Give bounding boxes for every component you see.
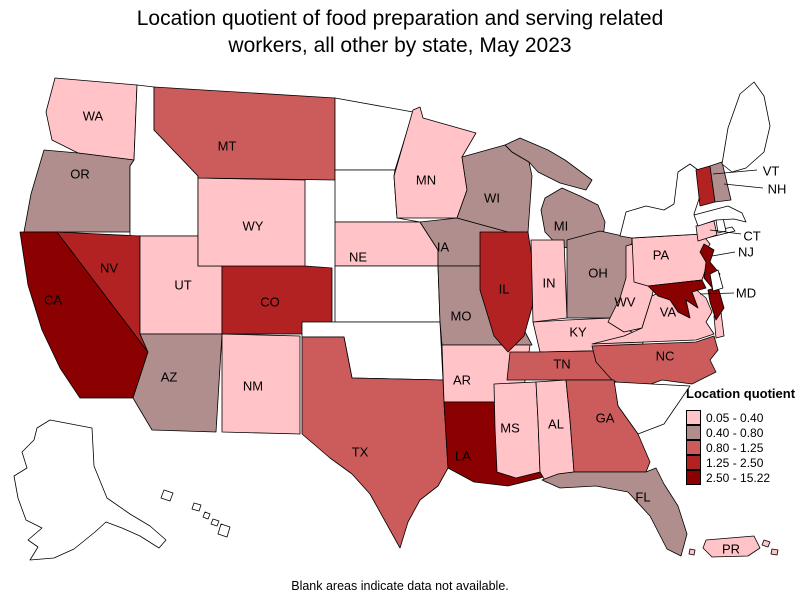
legend-class-label-4: 1.25 - 2.50 (706, 455, 764, 470)
legend: Location quotient 0.05 - 0.40 0.40 - 0.80… (686, 386, 798, 485)
legend-class-label-5: 2.50 - 15.22 (706, 470, 771, 485)
state-label-vt: VT (763, 164, 780, 179)
state-az (132, 333, 223, 433)
legend-row-4: 1.25 - 2.50 (686, 455, 798, 470)
legend-swatch-5 (686, 470, 701, 485)
callout-line-vt (712, 169, 758, 175)
state-label-tn: TN (553, 357, 570, 372)
state-label-ar: AR (453, 373, 471, 388)
state-ga (565, 379, 651, 473)
legend-swatch-4 (686, 455, 701, 470)
state-label-ia: IA (437, 240, 450, 255)
state-label-va: VA (660, 305, 677, 320)
state-label-ky: KY (569, 325, 587, 340)
map-title-line2: workers, all other by state, May 2023 (228, 34, 572, 57)
state-label-ne: NE (349, 250, 367, 265)
legend-row-1: 0.05 - 0.40 (686, 410, 798, 425)
state-ks (334, 265, 441, 323)
legend-class-label-3: 0.80 - 1.25 (706, 440, 764, 455)
state-label-ca: CA (44, 293, 62, 308)
state-hi (160, 489, 231, 538)
state-label-oh: OH (588, 266, 608, 281)
state-label-nh: NH (768, 182, 787, 197)
footnote: Blank areas indicate data not available. (291, 579, 509, 593)
state-label-or: OR (70, 167, 90, 182)
legend-class-label-1: 0.05 - 0.40 (706, 410, 764, 425)
legend-row-2: 0.40 - 0.80 (686, 425, 798, 440)
state-wi (456, 144, 533, 233)
legend-swatch-1 (686, 410, 701, 425)
state-label-al: AL (548, 417, 564, 432)
state-fl (541, 467, 688, 557)
state-label-ct: CT (743, 229, 760, 244)
legend-swatch-3 (686, 440, 701, 455)
state-il (479, 231, 535, 353)
state-or (23, 149, 135, 233)
state-ak (13, 419, 167, 561)
state-label-il: IL (499, 282, 510, 297)
legend-row-3: 0.80 - 1.25 (686, 440, 798, 455)
legend-title: Location quotient (686, 386, 796, 401)
map-title-line1: Location quotient of food preparation an… (136, 7, 664, 30)
state-label-tx: TX (352, 445, 369, 460)
state-tx (301, 336, 449, 549)
state-label-md: MD (736, 286, 756, 301)
legend-class-label-2: 0.40 - 0.80 (706, 425, 764, 440)
state-pa (631, 233, 711, 287)
state-label-ut: UT (174, 278, 191, 293)
callout-line-ct (709, 229, 742, 235)
map-title: Location quotient of food preparation an… (0, 5, 800, 59)
state-de (709, 269, 724, 292)
state-label-wv: WV (615, 295, 636, 310)
callout-line-nh (723, 183, 764, 189)
state-label-mt: MT (218, 139, 237, 154)
state-label-co: CO (260, 295, 280, 310)
state-nm (221, 333, 301, 435)
state-label-nj: NJ (738, 245, 754, 260)
state-label-mi: MI (554, 219, 568, 234)
state-label-mo: MO (451, 309, 472, 324)
state-label-ga: GA (596, 411, 615, 426)
callout-line-nj (711, 251, 736, 257)
state-pr (688, 535, 779, 558)
state-label-pa: PA (653, 248, 670, 263)
callout-line-md (699, 292, 735, 295)
legend-row-5: 2.50 - 15.22 (686, 470, 798, 485)
state-me (721, 81, 771, 173)
state-label-az: AZ (161, 370, 178, 385)
state-label-wi: WI (484, 191, 500, 206)
state-label-pr: PR (722, 542, 740, 557)
state-label-mn: MN (416, 173, 436, 188)
state-nh (709, 161, 732, 203)
state-nc (591, 335, 719, 391)
state-label-wa: WA (83, 109, 104, 124)
state-ma (693, 205, 747, 227)
legend-classes: 0.05 - 0.40 0.40 - 0.80 0.80 - 1.25 1.25 - … (686, 410, 798, 485)
state-label-in: IN (543, 276, 556, 291)
state-label-wy: WY (243, 219, 264, 234)
state-label-ms: MS (500, 421, 520, 436)
state-label-nm: NM (243, 379, 263, 394)
state-label-nc: NC (656, 349, 675, 364)
state-label-fl: FL (635, 490, 650, 505)
legend-swatch-2 (686, 425, 701, 440)
state-label-nv: NV (100, 261, 118, 276)
state-label-la: LA (455, 449, 471, 464)
